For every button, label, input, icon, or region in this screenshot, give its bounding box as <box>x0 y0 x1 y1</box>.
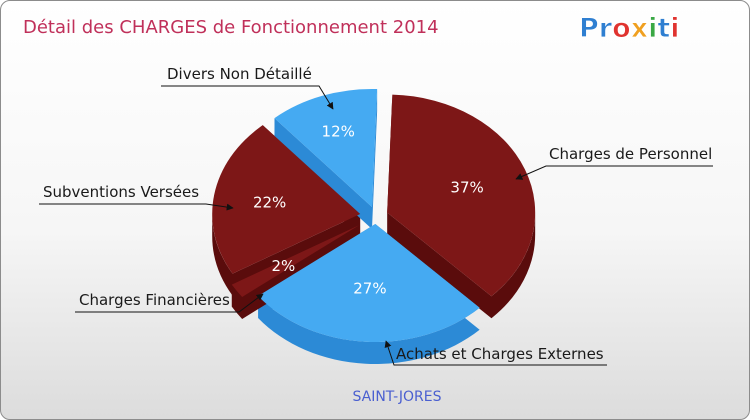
slice-label-charges-de-personnel: Charges de Personnel <box>549 145 712 163</box>
leader-line-charges-financieres <box>75 293 264 313</box>
proxiti-logo: Proxiti <box>579 13 681 45</box>
slice-charges-de-personnel <box>387 94 536 297</box>
leader-line-divers-non-detaille <box>161 85 334 110</box>
slice-side-charges-de-personnel <box>387 94 536 319</box>
leader-line-subventions-versees <box>39 203 234 211</box>
slice-label-achats-et-charges-externes: Achats et Charges Externes <box>396 345 604 363</box>
slice-label-charges-financieres: Charges Financières <box>79 291 230 309</box>
leader-line-achats-et-charges-externes <box>384 340 607 366</box>
commune-label: SAINT-JORES <box>352 389 441 405</box>
slice-side-divers-non-detaille <box>274 89 378 229</box>
slice-divers-non-detaille <box>274 88 378 207</box>
slice-percent-divers-non-detaille: 12% <box>322 122 355 140</box>
slice-percent-charges-de-personnel: 37% <box>450 179 483 197</box>
slice-subventions-versees <box>212 125 361 274</box>
leader-line-charges-de-personnel <box>515 165 713 180</box>
pie-slices <box>212 88 536 364</box>
slice-charges-financieres <box>231 224 360 297</box>
chart-title: Détail des CHARGES de Fonctionnement 201… <box>23 17 439 38</box>
percent-labels: 37% 27% 2% 22% 12% <box>253 122 484 297</box>
slice-percent-achats-et-charges-externes: 27% <box>353 280 386 298</box>
slice-label-divers-non-detaille: Divers Non Détaillé <box>167 65 312 83</box>
svg-text:Proxiti: Proxiti <box>579 13 680 44</box>
slice-percent-charges-financieres: 2% <box>271 257 295 275</box>
slice-label-subventions-versees: Subventions Versées <box>43 183 199 201</box>
slice-side-subventions-versees <box>212 125 361 296</box>
slice-achats-et-charges-externes <box>258 223 480 342</box>
slice-percent-subventions-versees: 22% <box>253 193 286 211</box>
callouts: Charges de Personnel Achats et Charges Ex… <box>39 65 713 366</box>
